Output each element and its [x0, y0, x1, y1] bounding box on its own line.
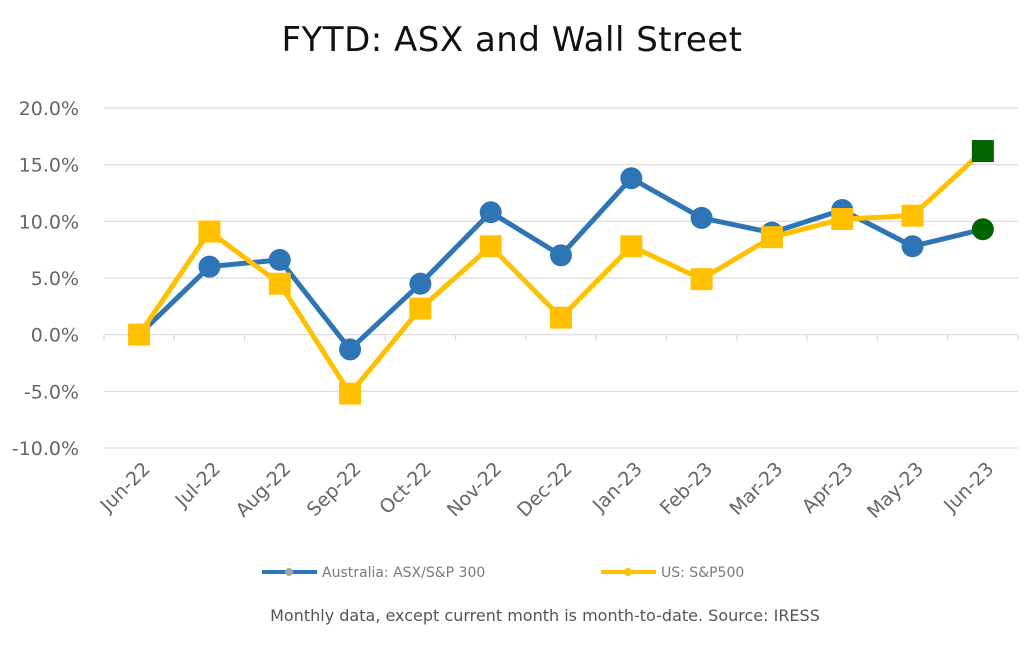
data-point — [339, 338, 362, 361]
data-point — [409, 297, 432, 320]
data-point — [620, 235, 643, 258]
data-point — [198, 255, 221, 278]
data-point — [409, 272, 432, 295]
series-line — [137, 149, 985, 397]
chart-title: FYTD: ASX and Wall Street — [281, 20, 743, 60]
y-tick-label: -10.0% — [12, 438, 79, 460]
gridlines — [104, 107, 1018, 449]
x-tick-label: Apr-23 — [798, 458, 858, 518]
y-tick-label: -5.0% — [24, 381, 79, 403]
y-tick-label: 10.0% — [19, 211, 79, 233]
data-point — [479, 235, 502, 258]
y-axis-ticks: 20.0% 15.0% 10.0% 5.0% 0.0% -5.0% -10.0% — [12, 98, 79, 460]
x-axis-ticks: Jun-22 Jul-22 Aug-22 Sep-22 Oct-22 Nov-22 Dec-… — [95, 334, 1019, 523]
x-tick-label: Feb-23 — [656, 458, 717, 519]
data-point — [128, 323, 151, 346]
x-tick-label: Jan-23 — [588, 458, 647, 517]
x-tick-label: Aug-22 — [232, 458, 296, 522]
data-point — [550, 244, 572, 267]
y-tick-label: 5.0% — [31, 268, 79, 290]
x-tick-label: Jun-23 — [939, 458, 998, 517]
current-month-point — [971, 140, 994, 163]
data-point — [479, 201, 502, 224]
data-point — [901, 235, 924, 258]
x-tick-label: Jun-22 — [95, 458, 154, 517]
data-point — [901, 204, 924, 227]
y-tick-label: 15.0% — [19, 155, 79, 177]
series-group — [128, 140, 994, 405]
current-month-point — [971, 218, 994, 241]
legend-label: Australia: ASX/S&P 300 — [322, 565, 485, 581]
x-tick-label: Dec-22 — [513, 458, 577, 522]
x-tick-label: Oct-22 — [375, 458, 436, 519]
data-point — [268, 248, 291, 271]
legend: Australia: ASX/S&P 300 US: S&P500 — [262, 565, 744, 581]
legend-label: US: S&P500 — [661, 565, 744, 581]
x-tick-label: Mar-23 — [725, 458, 787, 520]
x-tick-label: Nov-22 — [443, 458, 506, 521]
data-point — [198, 220, 221, 243]
data-point — [268, 272, 291, 295]
data-point — [690, 206, 713, 229]
data-point — [760, 226, 783, 249]
data-point — [831, 208, 854, 231]
x-tick-label: Jul-22 — [171, 458, 225, 512]
y-tick-label: 20.0% — [19, 98, 79, 120]
x-tick-label: Sep-22 — [303, 458, 366, 521]
legend-marker — [285, 568, 293, 576]
data-point — [690, 268, 713, 291]
y-tick-label: 0.0% — [31, 325, 79, 347]
legend-marker — [624, 568, 632, 576]
data-point — [620, 167, 643, 190]
footer-note: Monthly data, except current month is mo… — [270, 606, 820, 625]
data-point — [550, 306, 572, 329]
x-tick-label: May-23 — [863, 458, 928, 523]
data-point — [339, 382, 362, 405]
